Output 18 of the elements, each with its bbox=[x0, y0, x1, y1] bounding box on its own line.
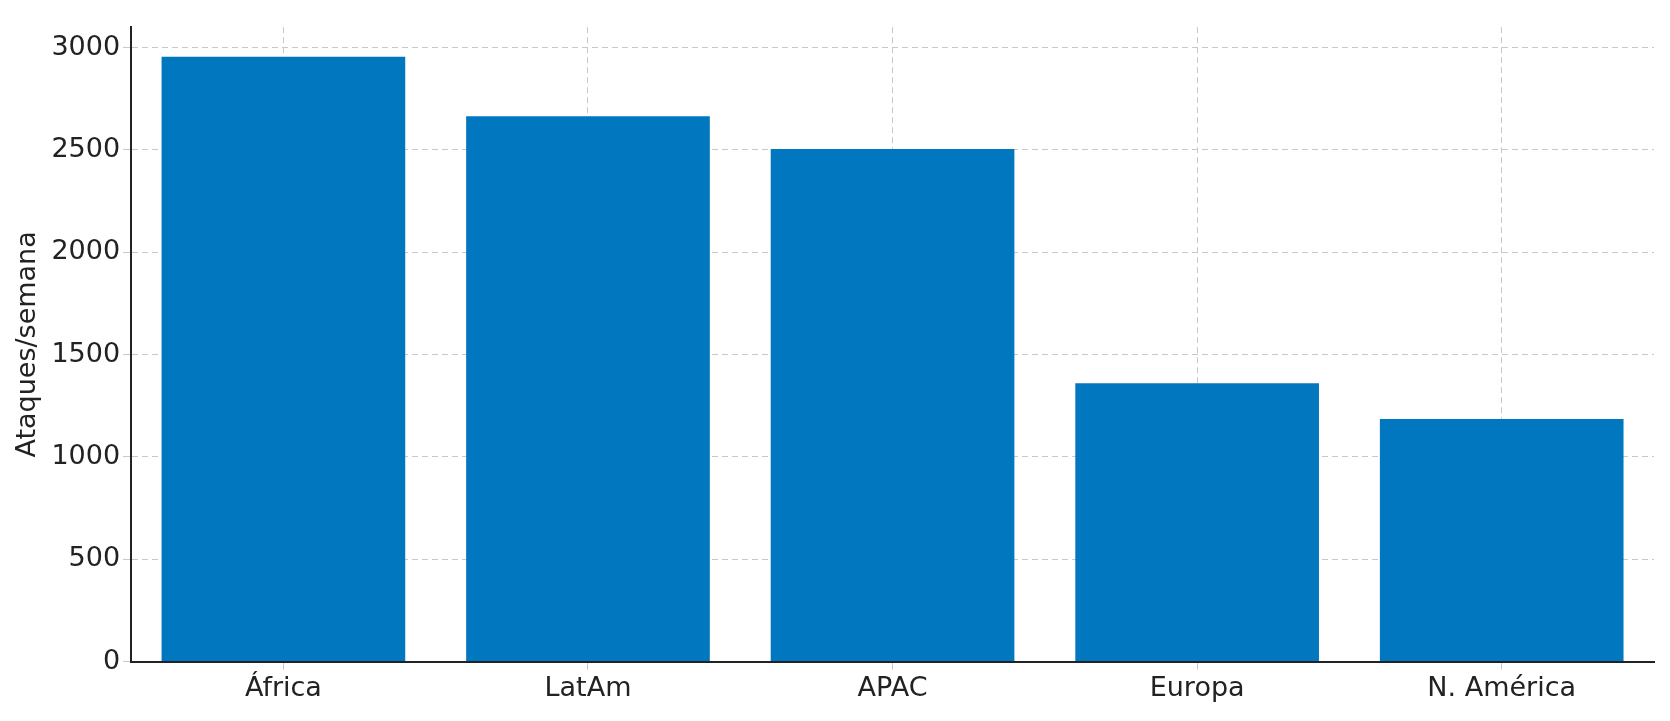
bar bbox=[1379, 419, 1624, 662]
bar bbox=[161, 56, 406, 662]
y-tick-label: 500 bbox=[68, 541, 121, 573]
y-tick-label: 0 bbox=[102, 643, 121, 675]
y-tick-label: 2500 bbox=[51, 132, 121, 163]
y-tick-label: 1000 bbox=[51, 438, 121, 470]
x-tick-label: N. América bbox=[1427, 670, 1577, 702]
bar bbox=[1075, 383, 1319, 662]
bar bbox=[770, 148, 1015, 662]
y-tick-label: 1500 bbox=[51, 336, 121, 368]
x-tick-label: APAC bbox=[857, 670, 928, 702]
y-axis-title: Ataques/semana bbox=[10, 231, 42, 458]
y-tick-label: 2000 bbox=[51, 234, 121, 266]
x-tick-label: LatAm bbox=[544, 670, 632, 702]
x-tick-label: Europa bbox=[1149, 670, 1245, 702]
bar bbox=[466, 116, 710, 662]
y-tick-label: 3000 bbox=[51, 29, 121, 61]
x-tick-label: África bbox=[244, 670, 322, 702]
